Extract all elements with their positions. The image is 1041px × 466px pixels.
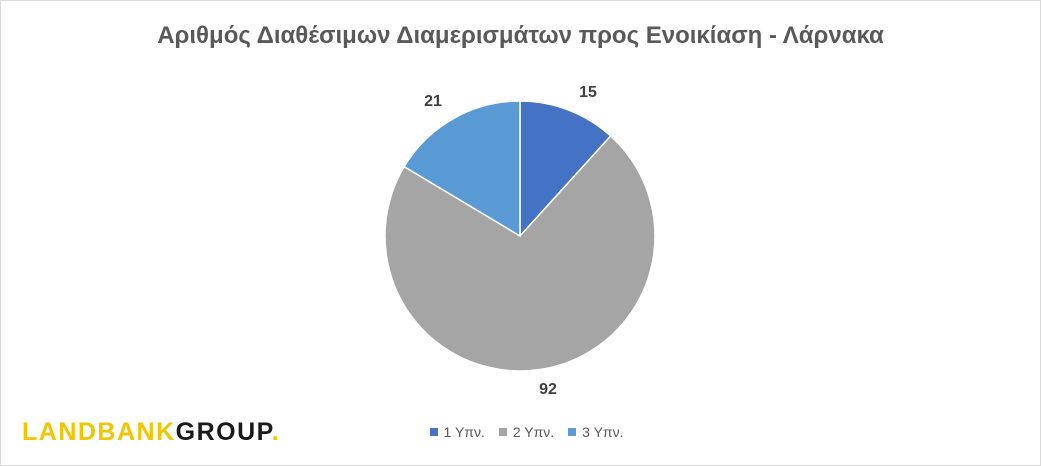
pie-slice-2-bed <box>384 134 656 372</box>
data-label-1-bed: 15 <box>579 84 597 101</box>
pie-data-labels: 15 92 21 <box>424 84 597 398</box>
legend-entry-1-bed: 1 Υπν. <box>429 424 485 440</box>
data-label-3-bed: 21 <box>424 93 442 110</box>
legend-entry-2-bed: 2 Υπν. <box>498 424 555 440</box>
legend-label-2-bed: 2 Υπν. <box>512 424 555 440</box>
brand-logo-dot: . <box>271 418 281 446</box>
pie-slices <box>384 100 656 372</box>
brand-logo: LANDBANKGROUP. <box>22 418 280 447</box>
data-label-2-bed: 92 <box>539 381 557 398</box>
legend-swatch-2-bed <box>498 428 507 436</box>
legend-swatch-1-bed <box>429 428 438 436</box>
brand-logo-part1: LANDBANK <box>22 418 176 446</box>
legend-label-3-bed: 3 Υπν. <box>582 424 624 440</box>
chart-legend: 1 Υπν. 2 Υπν. 3 Υπν. <box>0 424 1041 440</box>
brand-logo-part2: GROUP <box>175 418 272 446</box>
chart-title: Αριθμός Διαθέσιμων Διαμερισμάτων προς Εν… <box>157 22 884 49</box>
pie-slice-3-bed <box>403 100 521 238</box>
pie-slice-1-bed <box>519 100 612 238</box>
legend-entry-3-bed: 3 Υπν. <box>568 424 623 440</box>
legend-label-1-bed: 1 Υπν. <box>443 424 485 440</box>
legend-swatch-3-bed <box>568 428 577 436</box>
